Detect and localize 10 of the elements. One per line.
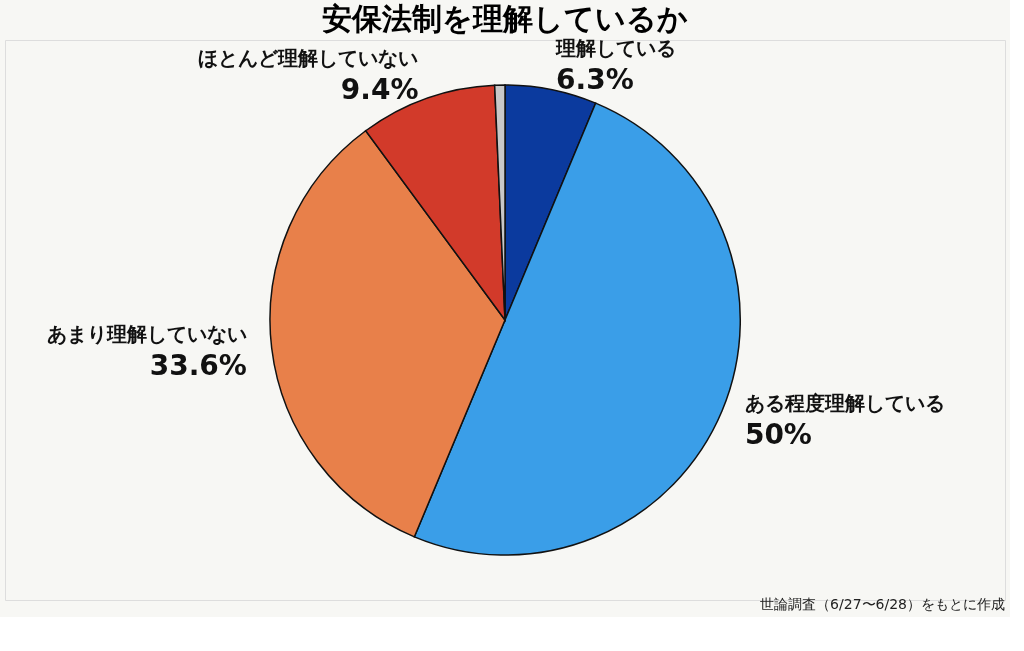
data-label: 9.4% bbox=[340, 72, 419, 106]
data-label: 33.6% bbox=[149, 348, 247, 382]
slice-label: ある程度理解している bbox=[744, 391, 945, 416]
slice-label: あまり理解していない bbox=[46, 321, 247, 346]
slice-label: 理解している bbox=[555, 36, 677, 61]
chart-title: 安保法制を理解しているか bbox=[322, 1, 688, 37]
slice-label: ほとんど理解していない bbox=[198, 45, 419, 70]
data-label: 50% bbox=[744, 418, 812, 452]
text: 世論調査（6/27〜6/28）をもとに作成 bbox=[760, 596, 1005, 612]
data-label: 6.3% bbox=[556, 63, 634, 97]
